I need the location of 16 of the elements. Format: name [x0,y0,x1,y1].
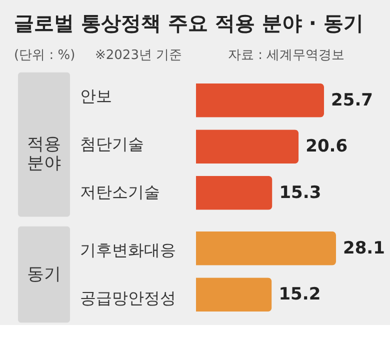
y-tick-label: 공급망안정성 [80,288,176,308]
text: ※2023년 기준 [95,48,182,63]
text: 동기 [27,264,61,284]
y-tick-label: 첨단기술 [80,134,144,154]
data-label: 25.7 [331,90,373,110]
data-label: 15.2 [278,284,321,305]
chart-title: 글로벌 통상정책 주요 적용 분야 · 동기 [14,11,364,35]
y-tick-label: 안보 [80,86,112,106]
y-tick-label: 저탄소기술 [80,182,160,202]
data-label: 20.6 [306,136,348,157]
y-tick-label: 기후변화대응 [80,240,176,260]
data-label: 15.3 [279,182,322,203]
data-label: 28.1 [343,238,385,258]
text: (단위 : %) [14,48,76,63]
text: 적용 분야 [27,134,61,174]
text: 자료 : 세계무역경보 [228,48,345,63]
